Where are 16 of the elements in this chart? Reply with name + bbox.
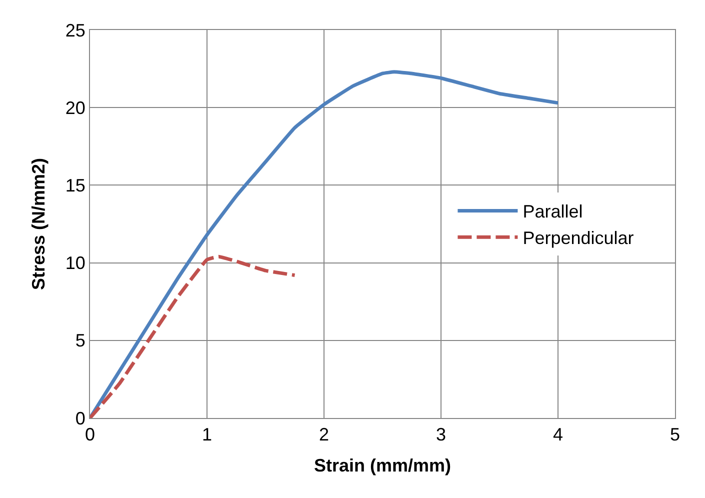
y-tick-label: 5 [75, 330, 86, 351]
x-axis-title: Strain (mm/mm) [314, 456, 452, 476]
legend-label: Parallel [522, 202, 583, 222]
x-tick-label: 3 [436, 424, 446, 445]
y-tick-label: 0 [75, 408, 86, 428]
y-tick-label: 15 [65, 176, 86, 196]
y-tick-label: 10 [65, 253, 86, 274]
legend-label: Perpendicular [522, 228, 634, 248]
x-tick-label: 2 [318, 424, 330, 445]
y-axis-title: Stress (N/mm2) [28, 158, 49, 290]
line-series [90, 254, 296, 418]
x-tick-label: 4 [552, 424, 564, 445]
x-tick-label: 1 [202, 424, 212, 445]
y-tick-label: 25 [65, 20, 86, 40]
y-tick-label: 20 [65, 98, 86, 118]
x-tick-label: 5 [670, 424, 680, 445]
